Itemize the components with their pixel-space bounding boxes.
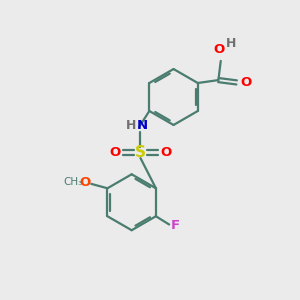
Text: O: O bbox=[161, 146, 172, 159]
Text: O: O bbox=[241, 76, 252, 89]
Text: CH₃: CH₃ bbox=[63, 177, 82, 188]
Text: H: H bbox=[126, 119, 136, 132]
Text: O: O bbox=[79, 176, 90, 189]
Text: F: F bbox=[171, 220, 180, 232]
Text: H: H bbox=[226, 37, 236, 50]
Text: N: N bbox=[136, 119, 148, 132]
Text: S: S bbox=[135, 145, 146, 160]
Text: O: O bbox=[214, 43, 225, 56]
Text: O: O bbox=[109, 146, 120, 159]
